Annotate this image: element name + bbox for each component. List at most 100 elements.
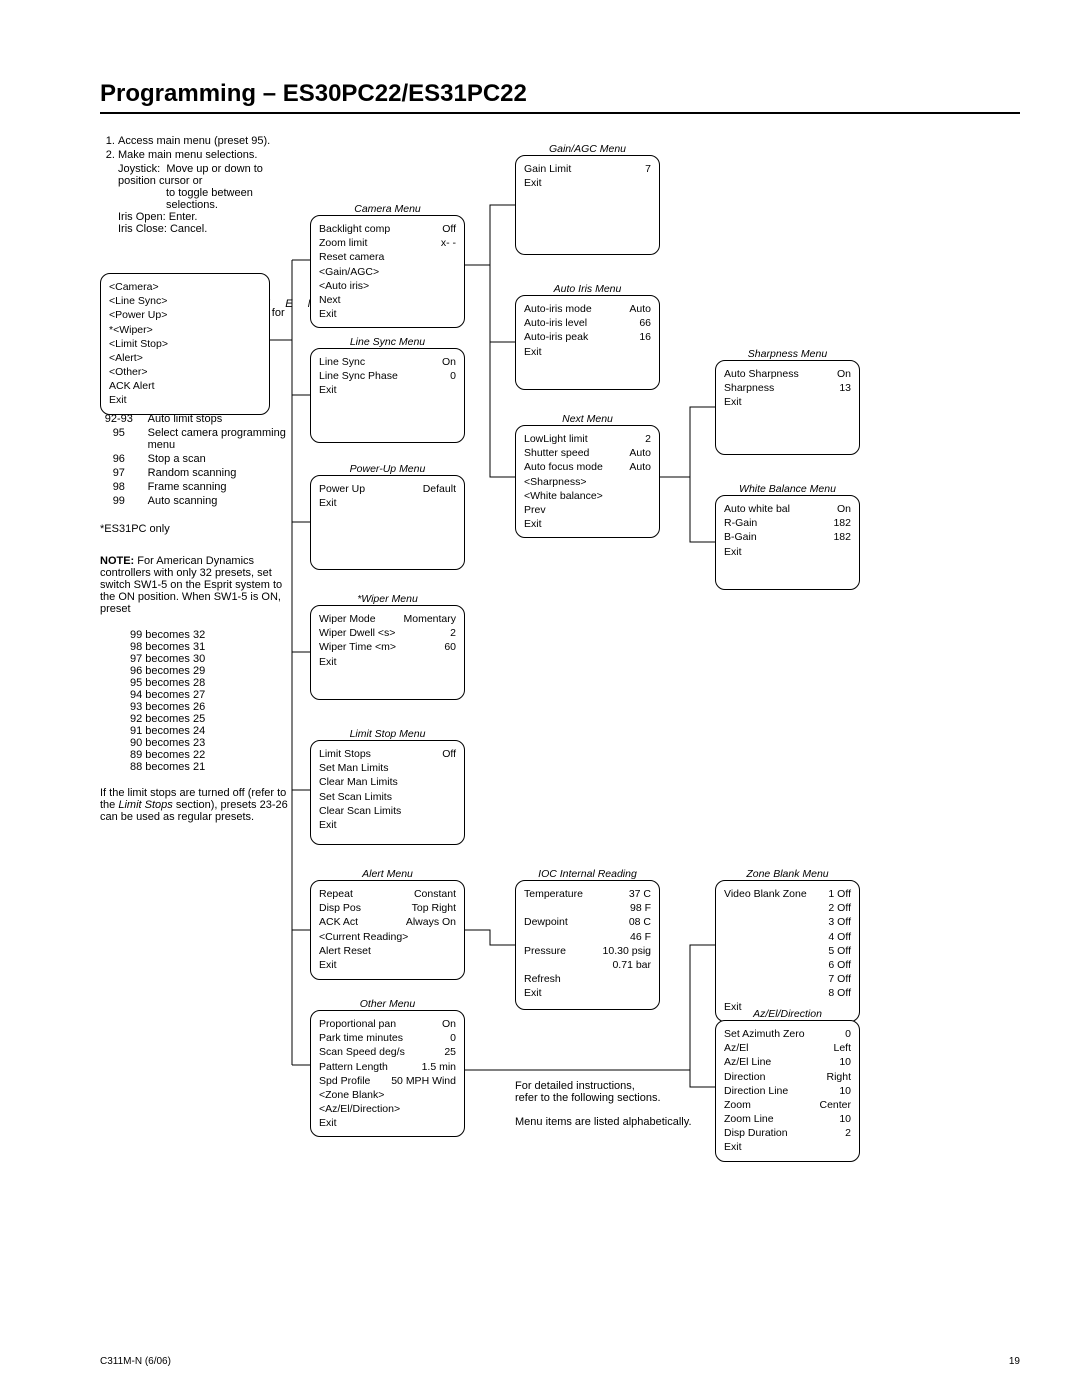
zoneblank-menu-box: Zone Blank MenuVideo Blank Zone1 Off2 Of… bbox=[715, 880, 860, 1022]
iris-open: Iris Open: Enter. bbox=[118, 211, 300, 223]
menu-row: Auto-iris modeAuto bbox=[524, 302, 651, 316]
bottom-notes: For detailed instructions, refer to the … bbox=[515, 1080, 765, 1128]
menu-row: Exit bbox=[319, 655, 456, 669]
menu-row: <Sharpness> bbox=[524, 475, 651, 489]
menu-row: 0.71 bar bbox=[524, 958, 651, 972]
menu-row: 46 F bbox=[524, 930, 651, 944]
menu-row: 2 Off bbox=[724, 901, 851, 915]
ioc-menu-box: IOC Internal ReadingTemperature37 C98 FD… bbox=[515, 880, 660, 1010]
menu-row: <Current Reading> bbox=[319, 930, 456, 944]
menu-row: Prev bbox=[524, 503, 651, 517]
menu-row: Az/El Line10 bbox=[724, 1055, 851, 1069]
menu-row: Gain Limit7 bbox=[524, 162, 651, 176]
intro-step-1: Access main menu (preset 95). bbox=[118, 135, 300, 147]
menu-row: Pressure10.30 psig bbox=[524, 944, 651, 958]
menu-row: <Az/El/Direction> bbox=[319, 1102, 456, 1116]
menu-row: 5 Off bbox=[724, 944, 851, 958]
menu-row: Next bbox=[319, 293, 456, 307]
menu-row: Exit bbox=[524, 517, 651, 531]
menu-row: Line SyncOn bbox=[319, 355, 456, 369]
menu-row: <Limit Stop> bbox=[109, 337, 261, 351]
menu-row: Auto SharpnessOn bbox=[724, 367, 851, 381]
menu-row: Exit bbox=[319, 818, 456, 832]
menu-row: Temperature37 C bbox=[524, 887, 651, 901]
menu-row: Set Azimuth Zero0 bbox=[724, 1027, 851, 1041]
list-item: 88 becomes 21 bbox=[130, 761, 300, 773]
presets-note: NOTE: For American Dynamics controllers … bbox=[100, 555, 300, 615]
autoiris-menu-box: Auto Iris MenuAuto-iris modeAutoAuto-iri… bbox=[515, 295, 660, 390]
wiper-menu-box: *Wiper MenuWiper ModeMomentaryWiper Dwel… bbox=[310, 605, 465, 700]
intro-step-2: Make main menu selections. bbox=[118, 149, 300, 161]
table-row: 96Stop a scan bbox=[102, 453, 298, 465]
menu-row: LowLight limit2 bbox=[524, 432, 651, 446]
table-row: 97Random scanning bbox=[102, 467, 298, 479]
nextm-menu-title: Next Menu bbox=[516, 412, 659, 426]
footer-left: C311M-N (6/06) bbox=[100, 1356, 171, 1367]
wb-menu-title: White Balance Menu bbox=[716, 482, 859, 496]
menu-row: Exit bbox=[524, 345, 651, 359]
menu-row: R-Gain182 bbox=[724, 516, 851, 530]
menu-row: Exit bbox=[319, 307, 456, 321]
list-item: 98 becomes 31 bbox=[130, 641, 300, 653]
menu-row: B-Gain182 bbox=[724, 530, 851, 544]
presets-tail: If the limit stops are turned off (refer… bbox=[100, 787, 300, 823]
menu-row: Disp Duration2 bbox=[724, 1126, 851, 1140]
list-item: 89 becomes 22 bbox=[130, 749, 300, 761]
es31pc-note: *ES31PC only bbox=[100, 523, 300, 535]
list-item: 93 becomes 26 bbox=[130, 701, 300, 713]
menu-row: ACK Alert bbox=[109, 379, 261, 393]
list-item: 94 becomes 27 bbox=[130, 689, 300, 701]
zoneblank-menu-title: Zone Blank Menu bbox=[716, 867, 859, 881]
menu-row: Line Sync Phase0 bbox=[319, 369, 456, 383]
menu-row: Exit bbox=[724, 1140, 851, 1154]
gain-menu-box: Gain/AGC MenuGain Limit7Exit bbox=[515, 155, 660, 255]
table-row: 95Select camera programming menu bbox=[102, 427, 298, 451]
menu-row: Sharpness13 bbox=[724, 381, 851, 395]
menu-row: Wiper ModeMomentary bbox=[319, 612, 456, 626]
menu-row: Exit bbox=[319, 958, 456, 972]
menu-row: Set Scan Limits bbox=[319, 790, 456, 804]
linesync-menu-box: Line Sync MenuLine SyncOnLine Sync Phase… bbox=[310, 348, 465, 443]
menu-row: Exit bbox=[319, 1116, 456, 1130]
menu-row: <Alert> bbox=[109, 351, 261, 365]
iris-close: Iris Close: Cancel. bbox=[118, 223, 300, 235]
left-column: Access main menu (preset 95). Make main … bbox=[100, 135, 300, 823]
menu-row: Exit bbox=[319, 383, 456, 397]
menu-row: Exit bbox=[724, 395, 851, 409]
table-row: 99Auto scanning bbox=[102, 495, 298, 507]
menu-row: Backlight compOff bbox=[319, 222, 456, 236]
menu-row: ACK ActAlways On bbox=[319, 915, 456, 929]
menu-row: 3 Off bbox=[724, 915, 851, 929]
menu-row: Auto focus modeAuto bbox=[524, 460, 651, 474]
azel-menu-title: Az/El/Direction bbox=[716, 1007, 859, 1021]
joystick-text2: to toggle between selections. bbox=[166, 187, 300, 211]
title-rule bbox=[100, 112, 1020, 114]
menu-row: Zoom limitx- - bbox=[319, 236, 456, 250]
menu-row: Dewpoint08 C bbox=[524, 915, 651, 929]
camera-menu-title: Camera Menu bbox=[311, 202, 464, 216]
menu-row: 98 F bbox=[524, 901, 651, 915]
list-item: 95 becomes 28 bbox=[130, 677, 300, 689]
menu-row: Exit bbox=[319, 496, 456, 510]
list-item: 97 becomes 30 bbox=[130, 653, 300, 665]
list-item: 91 becomes 24 bbox=[130, 725, 300, 737]
menu-row: Scan Speed deg/s25 bbox=[319, 1045, 456, 1059]
list-item: 92 becomes 25 bbox=[130, 713, 300, 725]
powerup-menu-box: Power-Up MenuPower UpDefaultExit bbox=[310, 475, 465, 570]
nextm-menu-box: Next MenuLowLight limit2Shutter speedAut… bbox=[515, 425, 660, 538]
menu-row: Auto-iris level66 bbox=[524, 316, 651, 330]
table-row: 98Frame scanning bbox=[102, 481, 298, 493]
menu-row: <Line Sync> bbox=[109, 294, 261, 308]
main-menu-box: <Camera><Line Sync><Power Up>*<Wiper><Li… bbox=[100, 273, 270, 415]
menu-row: Spd Profile50 MPH Wind bbox=[319, 1074, 456, 1088]
menu-row: 6 Off bbox=[724, 958, 851, 972]
ioc-menu-title: IOC Internal Reading bbox=[516, 867, 659, 881]
menu-row: Video Blank Zone1 Off bbox=[724, 887, 851, 901]
joystick-label: Joystick: bbox=[118, 163, 160, 175]
menu-row: RepeatConstant bbox=[319, 887, 456, 901]
table-row: 92-93Auto limit stops bbox=[102, 413, 298, 425]
other-menu-box: Other MenuProportional panOnPark time mi… bbox=[310, 1010, 465, 1137]
menu-row: Exit bbox=[524, 986, 651, 1000]
limitstop-menu-title: Limit Stop Menu bbox=[311, 727, 464, 741]
menu-row: Reset camera bbox=[319, 250, 456, 264]
